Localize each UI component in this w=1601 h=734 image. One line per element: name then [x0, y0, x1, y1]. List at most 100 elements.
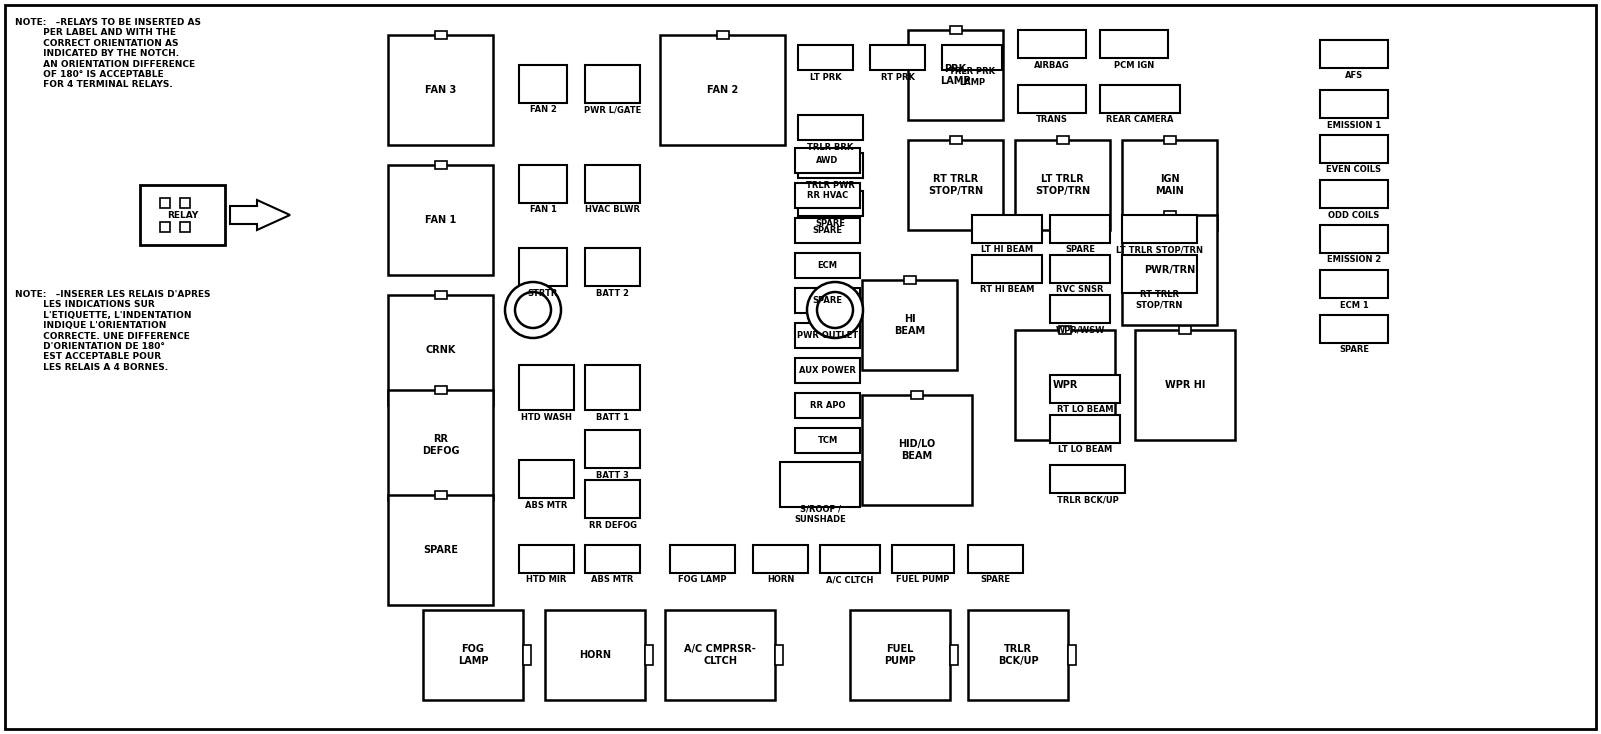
Bar — [1100, 30, 1169, 58]
Bar — [1050, 375, 1121, 403]
Bar — [796, 148, 860, 173]
Bar — [797, 45, 853, 70]
Text: FOG LAMP: FOG LAMP — [679, 575, 727, 584]
Text: A/C CMPRSR-
CLTCH: A/C CMPRSR- CLTCH — [684, 644, 756, 666]
Text: SPARE: SPARE — [1065, 245, 1095, 255]
Bar — [1050, 255, 1109, 283]
Bar — [179, 198, 189, 208]
Bar — [160, 222, 170, 232]
Bar — [796, 253, 860, 278]
Bar — [972, 255, 1042, 283]
Text: IGN
MAIN: IGN MAIN — [1156, 174, 1183, 196]
Bar — [796, 183, 860, 208]
Bar — [717, 31, 728, 39]
Text: WPR HI: WPR HI — [1166, 380, 1206, 390]
Bar — [387, 165, 493, 275]
Text: BATT 3: BATT 3 — [596, 470, 629, 479]
Circle shape — [504, 282, 560, 338]
Bar — [544, 610, 645, 700]
Bar — [584, 365, 640, 410]
Bar — [780, 462, 860, 507]
Bar — [1057, 136, 1068, 144]
Text: SPARE: SPARE — [980, 575, 1010, 584]
Text: EVEN COILS: EVEN COILS — [1327, 165, 1382, 175]
Bar — [1018, 85, 1085, 113]
Text: SPARE: SPARE — [423, 545, 458, 555]
Text: SPARE: SPARE — [812, 296, 842, 305]
Text: A/C CLTCH: A/C CLTCH — [826, 575, 874, 584]
Text: NOTE:   –RELAYS TO BE INSERTED AS
         PER LABEL AND WITH THE
         CORRE: NOTE: –RELAYS TO BE INSERTED AS PER LABE… — [14, 18, 202, 90]
Text: FAN 3: FAN 3 — [424, 85, 456, 95]
Bar — [387, 35, 493, 145]
Bar — [434, 386, 447, 394]
Bar — [892, 545, 954, 573]
Bar — [584, 248, 640, 286]
Text: STRTR: STRTR — [528, 288, 559, 297]
Bar — [1015, 330, 1114, 440]
Bar — [519, 460, 575, 498]
Bar — [1135, 330, 1234, 440]
Bar — [434, 31, 447, 39]
Bar — [1319, 225, 1388, 253]
Bar — [908, 140, 1002, 230]
Bar — [969, 545, 1023, 573]
Bar — [903, 276, 916, 284]
Text: PCM IGN: PCM IGN — [1114, 60, 1154, 70]
Bar — [775, 645, 783, 665]
Text: ABS MTR: ABS MTR — [525, 501, 568, 509]
Text: RVC SNSR: RVC SNSR — [1057, 286, 1103, 294]
Text: AIRBAG: AIRBAG — [1034, 60, 1069, 70]
Bar — [797, 153, 863, 178]
Bar — [1100, 85, 1180, 113]
Text: LT PRK: LT PRK — [810, 73, 841, 81]
Text: RT HI BEAM: RT HI BEAM — [980, 286, 1034, 294]
Text: HORN: HORN — [580, 650, 612, 660]
Bar — [160, 198, 170, 208]
Bar — [1058, 326, 1071, 334]
Bar — [797, 115, 863, 140]
Text: ECM 1: ECM 1 — [1340, 300, 1369, 310]
Text: HTD WASH: HTD WASH — [520, 413, 572, 421]
Text: RR DEFOG: RR DEFOG — [589, 520, 637, 529]
Text: WPR/WSW: WPR/WSW — [1055, 325, 1105, 335]
Text: RT TRLR
STOP/TRN: RT TRLR STOP/TRN — [1135, 291, 1183, 310]
Text: TRLR
BCK/UP: TRLR BCK/UP — [997, 644, 1039, 666]
Bar — [584, 480, 640, 518]
Text: ABS MTR: ABS MTR — [591, 575, 634, 584]
Text: ECM: ECM — [818, 261, 837, 270]
Text: FOG
LAMP: FOG LAMP — [458, 644, 488, 666]
Bar — [949, 136, 962, 144]
Text: LT TRLR STOP/TRN: LT TRLR STOP/TRN — [1116, 245, 1202, 255]
Bar — [1122, 215, 1217, 325]
Bar — [752, 545, 809, 573]
Bar — [861, 395, 972, 505]
Circle shape — [817, 292, 853, 328]
Bar — [387, 495, 493, 605]
Bar — [796, 218, 860, 243]
Text: ODD COILS: ODD COILS — [1329, 211, 1380, 219]
Bar — [949, 26, 962, 34]
Bar — [1319, 40, 1388, 68]
Text: WPR: WPR — [1052, 380, 1077, 390]
Bar — [519, 365, 575, 410]
Circle shape — [516, 292, 551, 328]
Text: AWD: AWD — [817, 156, 839, 165]
Text: TRANS: TRANS — [1036, 115, 1068, 125]
Bar — [434, 161, 447, 169]
Text: AFS: AFS — [1345, 70, 1362, 79]
Text: PWR OUTLET: PWR OUTLET — [797, 331, 858, 340]
Text: TRLR BRK: TRLR BRK — [807, 142, 853, 151]
Bar — [519, 65, 567, 103]
Text: FAN 1: FAN 1 — [424, 215, 456, 225]
Text: HTD MIR: HTD MIR — [527, 575, 567, 584]
Bar — [584, 65, 640, 103]
Text: LT TRLR
STOP/TRN: LT TRLR STOP/TRN — [1034, 174, 1090, 196]
Bar — [850, 610, 949, 700]
Text: SPARE: SPARE — [1338, 346, 1369, 355]
Bar — [434, 291, 447, 299]
Bar — [519, 248, 567, 286]
Bar — [1319, 270, 1388, 298]
Text: S/ROOF /
SUNSHADE: S/ROOF / SUNSHADE — [794, 504, 845, 523]
Text: RT LO BEAM: RT LO BEAM — [1057, 405, 1113, 415]
Text: RT TRLR
STOP/TRN: RT TRLR STOP/TRN — [929, 174, 983, 196]
